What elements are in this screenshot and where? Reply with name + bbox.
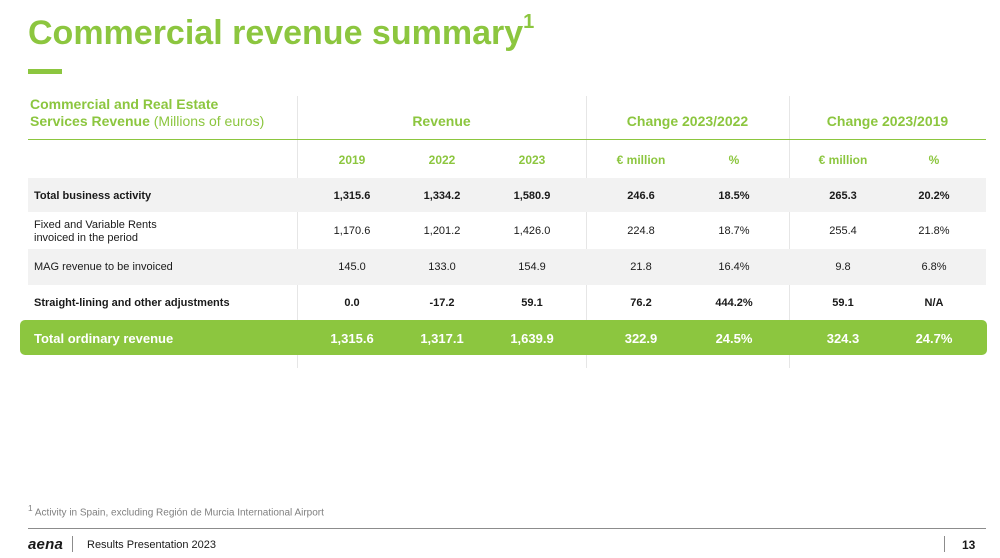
table-cell: 21.8: [630, 261, 652, 273]
group-header-change-2023-2019: Change 2023/2019: [826, 113, 949, 129]
table-cell: N/A: [924, 297, 944, 309]
table-cell: 154.9: [518, 261, 546, 273]
column-divider: [789, 96, 790, 368]
total-cell: 24.7%: [915, 331, 953, 346]
table-cell: 265.3: [829, 190, 857, 202]
page-number: 13: [962, 538, 976, 552]
table-cell: 1,334.2: [423, 190, 461, 202]
table-cell: 1,170.6: [333, 225, 371, 237]
row-label: Fixed and Variable Rents invoiced in the…: [34, 219, 157, 245]
column-divider: [586, 96, 587, 368]
table-cell: 1,201.2: [423, 225, 461, 237]
aena-logo: aena: [28, 536, 63, 553]
table-cell: 1,580.9: [513, 190, 551, 202]
table-cell: 18.7%: [718, 225, 750, 237]
table-cell: 18.5%: [718, 190, 750, 202]
table-cell: -17.2: [429, 297, 455, 309]
table-title-line1: Commercial and Real Estate: [30, 96, 219, 112]
table-cell: 6.8%: [921, 261, 947, 273]
footer-text: Results Presentation 2023: [87, 539, 217, 551]
table-cell: 16.4%: [718, 261, 750, 273]
table-cell: 246.6: [627, 190, 655, 202]
footer-separator: [72, 536, 73, 552]
table-cell: 444.2%: [715, 297, 753, 309]
table-row: Straight-lining and other adjustments 0.…: [28, 285, 986, 320]
page-title: Commercial revenue summary1: [28, 10, 535, 53]
title-accent-bar: [28, 69, 62, 74]
table-cell: 1,426.0: [513, 225, 551, 237]
table-cell: 76.2: [630, 297, 652, 309]
table-unit: (Millions of euros): [153, 113, 265, 129]
table-cell: 9.8: [835, 261, 851, 273]
total-cell: 24.5%: [715, 331, 753, 346]
group-header-revenue: Revenue: [412, 113, 471, 129]
group-header-change-2023-2022: Change 2023/2022: [626, 113, 749, 129]
table-cell: 20.2%: [918, 190, 950, 202]
table-cell: 59.1: [832, 297, 854, 309]
row-label: MAG revenue to be invoiced: [34, 261, 173, 273]
total-cell: 1,317.1: [420, 331, 464, 346]
total-cell: 322.9: [624, 331, 658, 346]
page-number-separator: [944, 536, 945, 552]
table-row: Total business activity 1,315.6 1,334.2 …: [28, 178, 986, 212]
row-label: Straight-lining and other adjustments: [34, 297, 230, 309]
column-header: %: [728, 153, 740, 167]
column-header: € million: [818, 153, 868, 167]
table-cell: 133.0: [428, 261, 456, 273]
footnote-text: Activity in Spain, excluding Región de M…: [34, 507, 324, 519]
table-title: Commercial and Real Estate Services Reve…: [30, 96, 264, 130]
table-cell: 59.1: [521, 297, 543, 309]
table-cell: 255.4: [829, 225, 857, 237]
total-row: Total ordinary revenue 1,315.6 1,317.1 1…: [20, 320, 987, 355]
footer-divider: [28, 528, 986, 529]
column-header: %: [928, 153, 940, 167]
column-header: 2019: [338, 153, 366, 167]
table-cell: 1,315.6: [333, 190, 371, 202]
table-cell: 21.8%: [918, 225, 950, 237]
footnote-marker: 1: [28, 503, 33, 513]
column-header: € million: [616, 153, 666, 167]
total-cell: 1,639.9: [510, 331, 554, 346]
total-label: Total ordinary revenue: [34, 331, 174, 346]
total-cell: 1,315.6: [330, 331, 374, 346]
footnote: 1 Activity in Spain, excluding Región de…: [28, 503, 324, 518]
column-header: 2022: [428, 153, 456, 167]
table-cell: 224.8: [627, 225, 655, 237]
total-cell: 324.3: [826, 331, 860, 346]
table-row: Fixed and Variable Rents invoiced in the…: [28, 212, 986, 249]
title-footnote-marker: 1: [523, 10, 535, 33]
table-cell: 145.0: [338, 261, 366, 273]
table-row: MAG revenue to be invoiced 145.0 133.0 1…: [28, 249, 986, 285]
table-title-line2: Services Revenue: [30, 113, 150, 129]
row-label-line1: Fixed and Variable Rents: [34, 219, 157, 231]
page-title-text: Commercial revenue summary: [28, 14, 524, 52]
row-label: Total business activity: [34, 190, 152, 202]
column-header: 2023: [518, 153, 546, 167]
header-divider: [28, 139, 986, 140]
column-divider: [297, 96, 298, 368]
row-label-line2: invoiced in the period: [34, 232, 138, 244]
table-cell: 0.0: [344, 297, 360, 309]
